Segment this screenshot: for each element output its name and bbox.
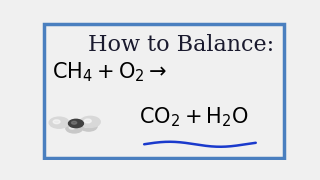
Circle shape bbox=[84, 119, 91, 123]
Circle shape bbox=[69, 126, 75, 129]
Circle shape bbox=[68, 119, 84, 128]
Circle shape bbox=[66, 123, 83, 133]
Text: $\mathregular{CH_4 + O_2 \rightarrow}$: $\mathregular{CH_4 + O_2 \rightarrow}$ bbox=[52, 60, 167, 84]
Text: $\mathregular{CO_2 + H_2O}$: $\mathregular{CO_2 + H_2O}$ bbox=[139, 105, 249, 129]
Circle shape bbox=[80, 116, 100, 127]
Text: How to Balance:: How to Balance: bbox=[88, 34, 275, 56]
Circle shape bbox=[80, 122, 97, 131]
Circle shape bbox=[53, 120, 60, 124]
Circle shape bbox=[49, 117, 69, 128]
Circle shape bbox=[71, 121, 77, 124]
Circle shape bbox=[84, 124, 90, 127]
